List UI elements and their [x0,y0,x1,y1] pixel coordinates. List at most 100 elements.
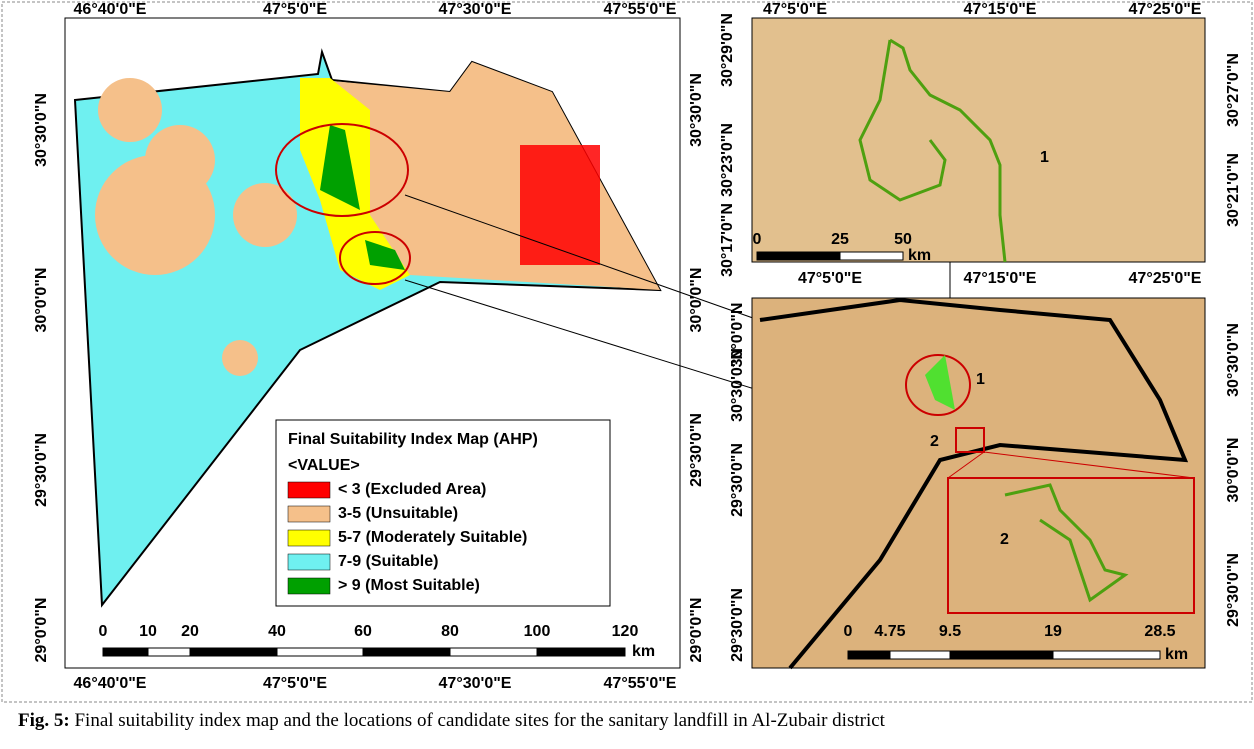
scale-segment [362,647,451,657]
inset1-boundary [858,39,947,202]
scale-segment [189,647,278,657]
scale-label: 120 [612,623,639,640]
lon-label: 47°15'0"E [964,1,1037,18]
scale-label: 0 [753,231,762,248]
lat-label: 30°27'0"N [1225,53,1242,127]
lat-label: 30°30'0"N [688,73,705,147]
lon-label: 47°5'0"E [763,1,827,18]
lon-label: 47°30'0"E [439,1,512,18]
lon-label: 47°30'0"E [439,675,512,692]
site-label: 1 [976,371,985,388]
lat-label: 30°17'0"N [719,203,736,277]
scale-label: 80 [441,623,459,640]
suitability-map [73,48,951,608]
lat-label: 30°30'0"N [729,348,746,422]
legend-subtitle: <VALUE> [288,457,360,474]
legend-swatch [287,577,331,595]
site-label: 2 [930,433,939,450]
lon-label: 47°25'0"E [1129,270,1202,287]
inset1-frame [751,17,1206,263]
lat-label: 30°0'0"N [688,268,705,333]
lat-label: 30°23'0"N [719,123,736,197]
lon-label: 47°55'0"E [604,675,677,692]
legend-swatch [287,529,331,547]
scale-segment [889,650,951,660]
lat-label: 29°30'0"N [729,588,746,662]
scale-label: 25 [831,231,849,248]
site2-zoom [1004,483,1129,603]
lat-label: 30°0'0"N [33,268,50,333]
scale-label: 28.5 [1144,623,1175,640]
scale-label: 40 [268,623,286,640]
legend-swatch [287,553,331,571]
scale-segment [1052,650,1161,660]
lat-label: 30°0'0"N [729,303,746,368]
scale-unit: km [632,643,655,660]
zoom-line [983,451,1195,479]
scale-segment [847,650,891,660]
lat-label: 30°0'0"N [1225,438,1242,503]
lat-label: 29°30'0"N [729,443,746,517]
scale-label: 0 [844,623,853,640]
scale-segment [839,251,904,261]
lon-label: 47°25'0"E [1129,1,1202,18]
scale-segment [949,650,1054,660]
figure-border [1,1,1253,703]
scale-label: 19 [1044,623,1062,640]
legend-label: 7-9 (Suitable) [338,553,438,570]
scale-label: 60 [354,623,372,640]
scale-segment [449,647,538,657]
site1 [925,355,955,410]
legend-title: Final Suitability Index Map (AHP) [288,431,538,448]
lon-label: 46°40'0"E [74,675,147,692]
scale-unit: km [908,247,931,264]
scale-segment [756,251,841,261]
district-boundary [759,297,1189,670]
lon-label: 47°55'0"E [604,1,677,18]
lat-label: 30°30'0"N [1225,323,1242,397]
site2-box [955,427,985,453]
scale-segment [536,647,626,657]
caption-text: Final suitability index map and the loca… [74,710,885,731]
lat-label: 29°30'0"N [688,413,705,487]
scale-label: 100 [524,623,551,640]
legend-label: 5-7 (Moderately Suitable) [338,529,527,546]
legend-label: < 3 (Excluded Area) [338,481,486,498]
lat-label: 29°30'0"N [33,433,50,507]
legend-swatch [287,481,331,499]
lon-label: 47°5'0"E [263,675,327,692]
legend-label: 3-5 (Unsuitable) [338,505,458,522]
scale-label: 9.5 [939,623,961,640]
scale-segment [102,647,149,657]
caption-label: Fig. 5: [18,710,70,731]
caption: Fig. 5: Final suitability index map and … [18,710,885,732]
legend-label: > 9 (Most Suitable) [338,577,480,594]
scale-segment [147,647,191,657]
legend-box [275,419,611,607]
scale-unit: km [1165,646,1188,663]
lat-label: 29°30'0"N [1225,553,1242,627]
lon-label: 46°40'0"E [74,1,147,18]
figure: 46°40'0"E 47°5'0"E 47°30'0"E 47°55'0"E 46°40… [1,1,1253,703]
scale-label: 4.75 [874,623,905,640]
scale-label: 0 [99,623,108,640]
scale-label: 20 [181,623,199,640]
scale-segment [276,647,364,657]
lat-label: 29°0'0"N [33,598,50,663]
lat-label: 30°21'0"N [1225,153,1242,227]
site-label: 2 [1000,531,1009,548]
scale-label: 50 [894,231,912,248]
legend-swatch [287,505,331,523]
lon-label: 47°15'0"E [964,270,1037,287]
site1-circle [905,354,971,416]
lat-label: 30°30'0"N [33,93,50,167]
lon-label: 47°5'0"E [263,1,327,18]
zoom-line [947,451,985,479]
lon-label: 47°5'0"E [798,270,862,287]
lat-label: 29°0'0"N [688,598,705,663]
scale-label: 10 [139,623,157,640]
inset1-boundary [889,38,1007,263]
lat-label: 30°29'0"N [719,13,736,87]
site-label: 1 [1040,149,1049,166]
